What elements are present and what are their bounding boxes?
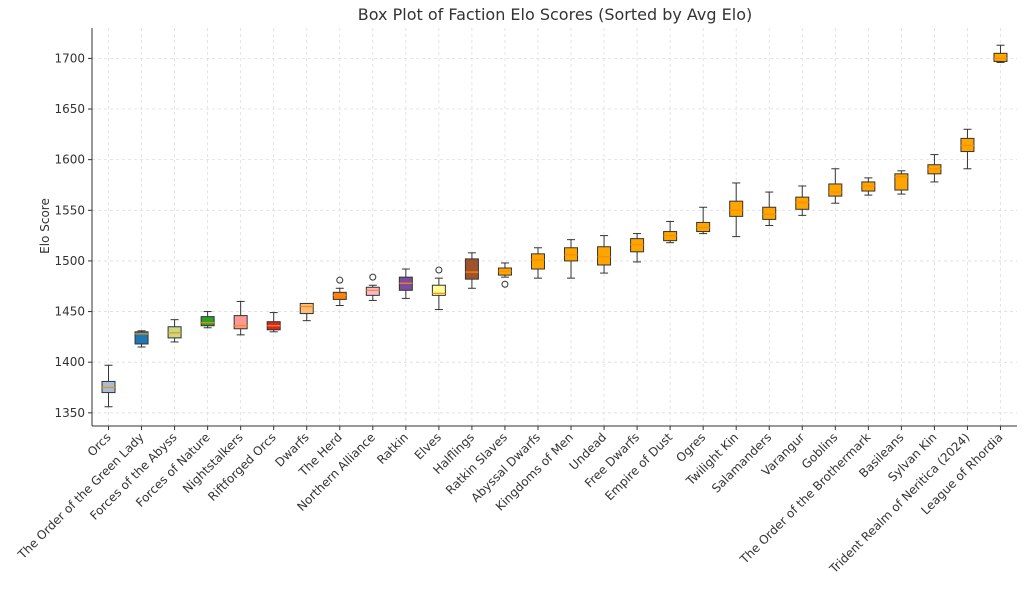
- iqr-box: [134, 331, 149, 345]
- box-plot-6: [299, 302, 314, 322]
- box-plot-7: [332, 276, 347, 306]
- box-plot-24: [894, 170, 909, 195]
- box-plot-13: [530, 247, 545, 279]
- outlier-point: [435, 266, 443, 274]
- x-tick-label: Orcs: [85, 430, 114, 459]
- iqr-box: [729, 200, 744, 217]
- box-plot-27: [993, 44, 1008, 63]
- outlier-point: [369, 273, 377, 281]
- labels-layer: 1350 1400 1450 1500 1550 1600 1650 1700 OrcsThe …: [15, 51, 1006, 576]
- box-plot-16: [630, 233, 645, 263]
- box-plot-10: [431, 266, 446, 311]
- y-tick-label: 1350: [54, 406, 85, 420]
- iqr-box: [530, 253, 545, 270]
- iqr-box: [365, 286, 380, 296]
- y-tick-label: 1400: [54, 355, 85, 369]
- boxes-layer: [101, 44, 1008, 408]
- outlier-point: [501, 280, 509, 288]
- y-axis-label: Elo Score: [38, 198, 52, 254]
- box-plot-26: [960, 128, 975, 170]
- iqr-box: [299, 302, 314, 315]
- iqr-box: [795, 196, 810, 210]
- box-plot-20: [762, 191, 777, 226]
- iqr-box: [828, 183, 843, 197]
- box-plot-4: [233, 300, 248, 336]
- box-plot-19: [729, 182, 744, 238]
- iqr-box: [233, 315, 248, 330]
- y-tick-label: 1450: [54, 305, 85, 319]
- y-tick-label: 1650: [54, 102, 85, 116]
- outlier-point: [336, 276, 344, 284]
- x-tick-label: The Order of the Green Lady: [15, 430, 147, 562]
- grid-layer: [92, 28, 1017, 426]
- iqr-box: [200, 316, 215, 327]
- iqr-box: [597, 246, 612, 266]
- chart-title: Box Plot of Faction Elo Scores (Sorted b…: [358, 5, 752, 24]
- box-plot-9: [398, 268, 413, 299]
- axes-layer: [88, 28, 1017, 430]
- y-tick-label: 1600: [54, 153, 85, 167]
- box-plot-11: [464, 252, 479, 289]
- iqr-box: [894, 173, 909, 191]
- box-plot-17: [663, 220, 678, 244]
- y-tick-label: 1700: [54, 51, 85, 65]
- box-plot-21: [795, 185, 810, 216]
- box-plot-15: [597, 235, 612, 274]
- box-plot-8: [365, 273, 380, 301]
- box-plot-3: [200, 311, 215, 329]
- iqr-box: [431, 284, 446, 296]
- box-plot-14: [564, 239, 579, 279]
- box-plot-25: [927, 154, 942, 183]
- box-plot-2: [167, 319, 182, 343]
- y-tick-label: 1500: [54, 254, 85, 268]
- box-plot-23: [861, 177, 876, 196]
- box-plot-0: [101, 364, 116, 408]
- box-plot-1: [134, 330, 149, 348]
- box-plot-18: [696, 206, 711, 235]
- iqr-box: [993, 52, 1008, 62]
- box-plot-22: [828, 168, 843, 204]
- iqr-box: [464, 258, 479, 280]
- box-plot-12: [497, 262, 512, 288]
- box-plot-5: [266, 312, 281, 333]
- x-tick-label: Ratkin: [374, 430, 411, 467]
- iqr-box: [762, 206, 777, 220]
- y-tick-label: 1550: [54, 203, 85, 217]
